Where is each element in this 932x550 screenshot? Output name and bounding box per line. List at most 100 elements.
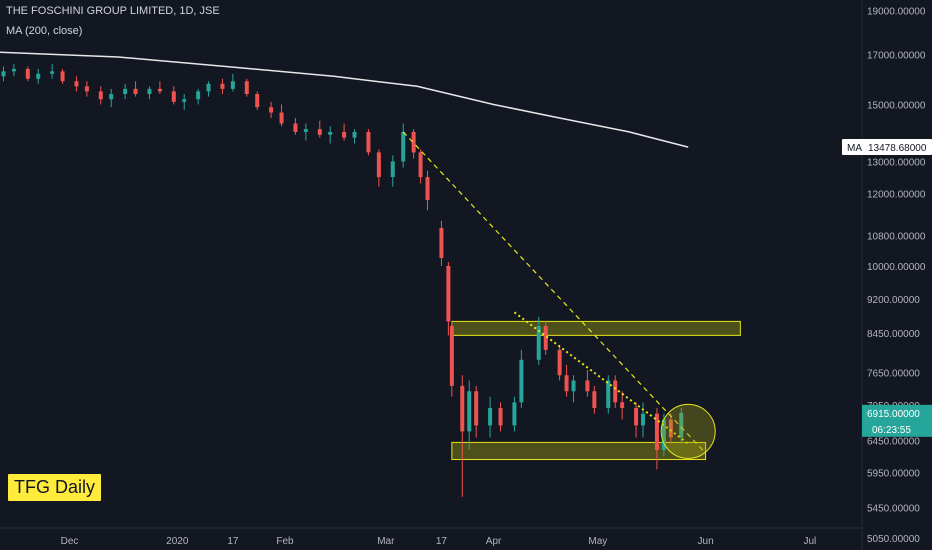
candle-body [679, 412, 684, 438]
candle [352, 129, 357, 144]
y-tick-label: 13000.00000 [867, 157, 926, 168]
candle [328, 126, 333, 144]
candle [255, 91, 260, 110]
candle [11, 64, 16, 77]
y-tick-label: 8450.00000 [867, 329, 920, 340]
candle-body [536, 325, 541, 360]
candle-body [50, 71, 55, 74]
candle [498, 402, 503, 432]
candle-body [411, 131, 416, 153]
x-tick-label: Jun [698, 536, 714, 547]
candle [661, 413, 666, 457]
candle-body [366, 131, 371, 153]
ma-value-label: MA 13478.68000 [842, 139, 932, 156]
ma-tag: MA [847, 143, 862, 154]
candle-body [488, 407, 493, 426]
last-price-box [862, 404, 932, 437]
x-tick-label: Apr [486, 536, 502, 547]
candle [620, 391, 625, 420]
x-tick-label: Feb [276, 536, 294, 547]
candle [196, 88, 201, 105]
candle [182, 93, 187, 110]
candle-body [220, 83, 225, 89]
candle [376, 149, 381, 187]
ma-200-line [0, 51, 689, 148]
y-axis[interactable]: 19000.00000 17000.00000 15000.00000 13000.0… [842, 6, 932, 545]
y-tick-label: 6450.00000 [867, 437, 920, 448]
candle [293, 117, 298, 135]
x-tick-label: 17 [436, 536, 448, 547]
candle [366, 129, 371, 156]
x-tick-label: 17 [227, 536, 239, 547]
annotation-lines [402, 131, 716, 459]
candle-body [498, 407, 503, 426]
candle [564, 364, 569, 397]
candle-body [98, 91, 103, 100]
candle [109, 88, 114, 108]
bar-countdown: 06:23:55 [872, 425, 911, 436]
x-tick-label: Mar [377, 536, 395, 547]
y-tick-label: 5450.00000 [867, 504, 920, 515]
candle [654, 407, 659, 470]
candle [460, 375, 465, 497]
last-price-label: 6915.00000 06:23:55 [862, 404, 932, 437]
candle [147, 86, 152, 100]
candle [411, 129, 416, 159]
candle-body [293, 123, 298, 132]
tfg-daily-label: TFG Daily [8, 474, 101, 501]
candle-body [620, 402, 625, 408]
candle-body [109, 93, 114, 100]
candle [60, 68, 65, 84]
candle-body [60, 71, 65, 82]
candle [668, 413, 673, 444]
candle-body [123, 88, 128, 94]
candle-body [376, 152, 381, 178]
candle [592, 385, 597, 414]
candle [342, 123, 347, 141]
candle [36, 68, 41, 84]
candle-body [1, 71, 6, 77]
x-tick-label: 2020 [166, 536, 189, 547]
candle-body [460, 385, 465, 432]
candle [425, 170, 430, 211]
candle-body [592, 391, 597, 408]
candle [50, 64, 55, 79]
candle [230, 73, 235, 92]
candle-body [634, 407, 639, 426]
x-axis[interactable]: Dec 2020 17 Feb Mar 17 Apr May Jun Jul [61, 536, 817, 547]
candle-body [317, 129, 322, 135]
candle-body [279, 112, 284, 124]
x-tick-label: Dec [61, 536, 79, 547]
annotation-zones [451, 320, 741, 461]
y-tick-label: 5950.00000 [867, 469, 920, 480]
candle [244, 78, 249, 97]
candle-body [564, 375, 569, 392]
candle-body [474, 391, 479, 426]
candle [474, 385, 479, 438]
candle-body [230, 81, 235, 89]
candle [571, 375, 576, 403]
candle [543, 321, 548, 355]
candle-body [303, 129, 308, 132]
candle [634, 402, 639, 438]
ma-value: 13478.68000 [868, 143, 927, 154]
candle [25, 66, 30, 82]
highlight-circle [660, 403, 716, 459]
symbol-title: THE FOSCHINI GROUP LIMITED, 1D, JSE [6, 5, 220, 17]
y-tick-label: 5050.00000 [867, 534, 920, 545]
indicator-legend[interactable]: MA (200, close) [6, 25, 83, 37]
candle [84, 81, 89, 97]
candle-body [418, 152, 423, 178]
ma-value-box [842, 139, 932, 156]
candle [123, 83, 128, 100]
y-tick-label: 9200.00000 [867, 295, 920, 306]
candle-body [571, 380, 576, 392]
candle-body [661, 419, 666, 450]
y-tick-label: 19000.00000 [867, 6, 926, 17]
candle-body [244, 81, 249, 94]
candle-body [182, 99, 187, 102]
candle [418, 149, 423, 184]
candle-body [439, 227, 444, 259]
